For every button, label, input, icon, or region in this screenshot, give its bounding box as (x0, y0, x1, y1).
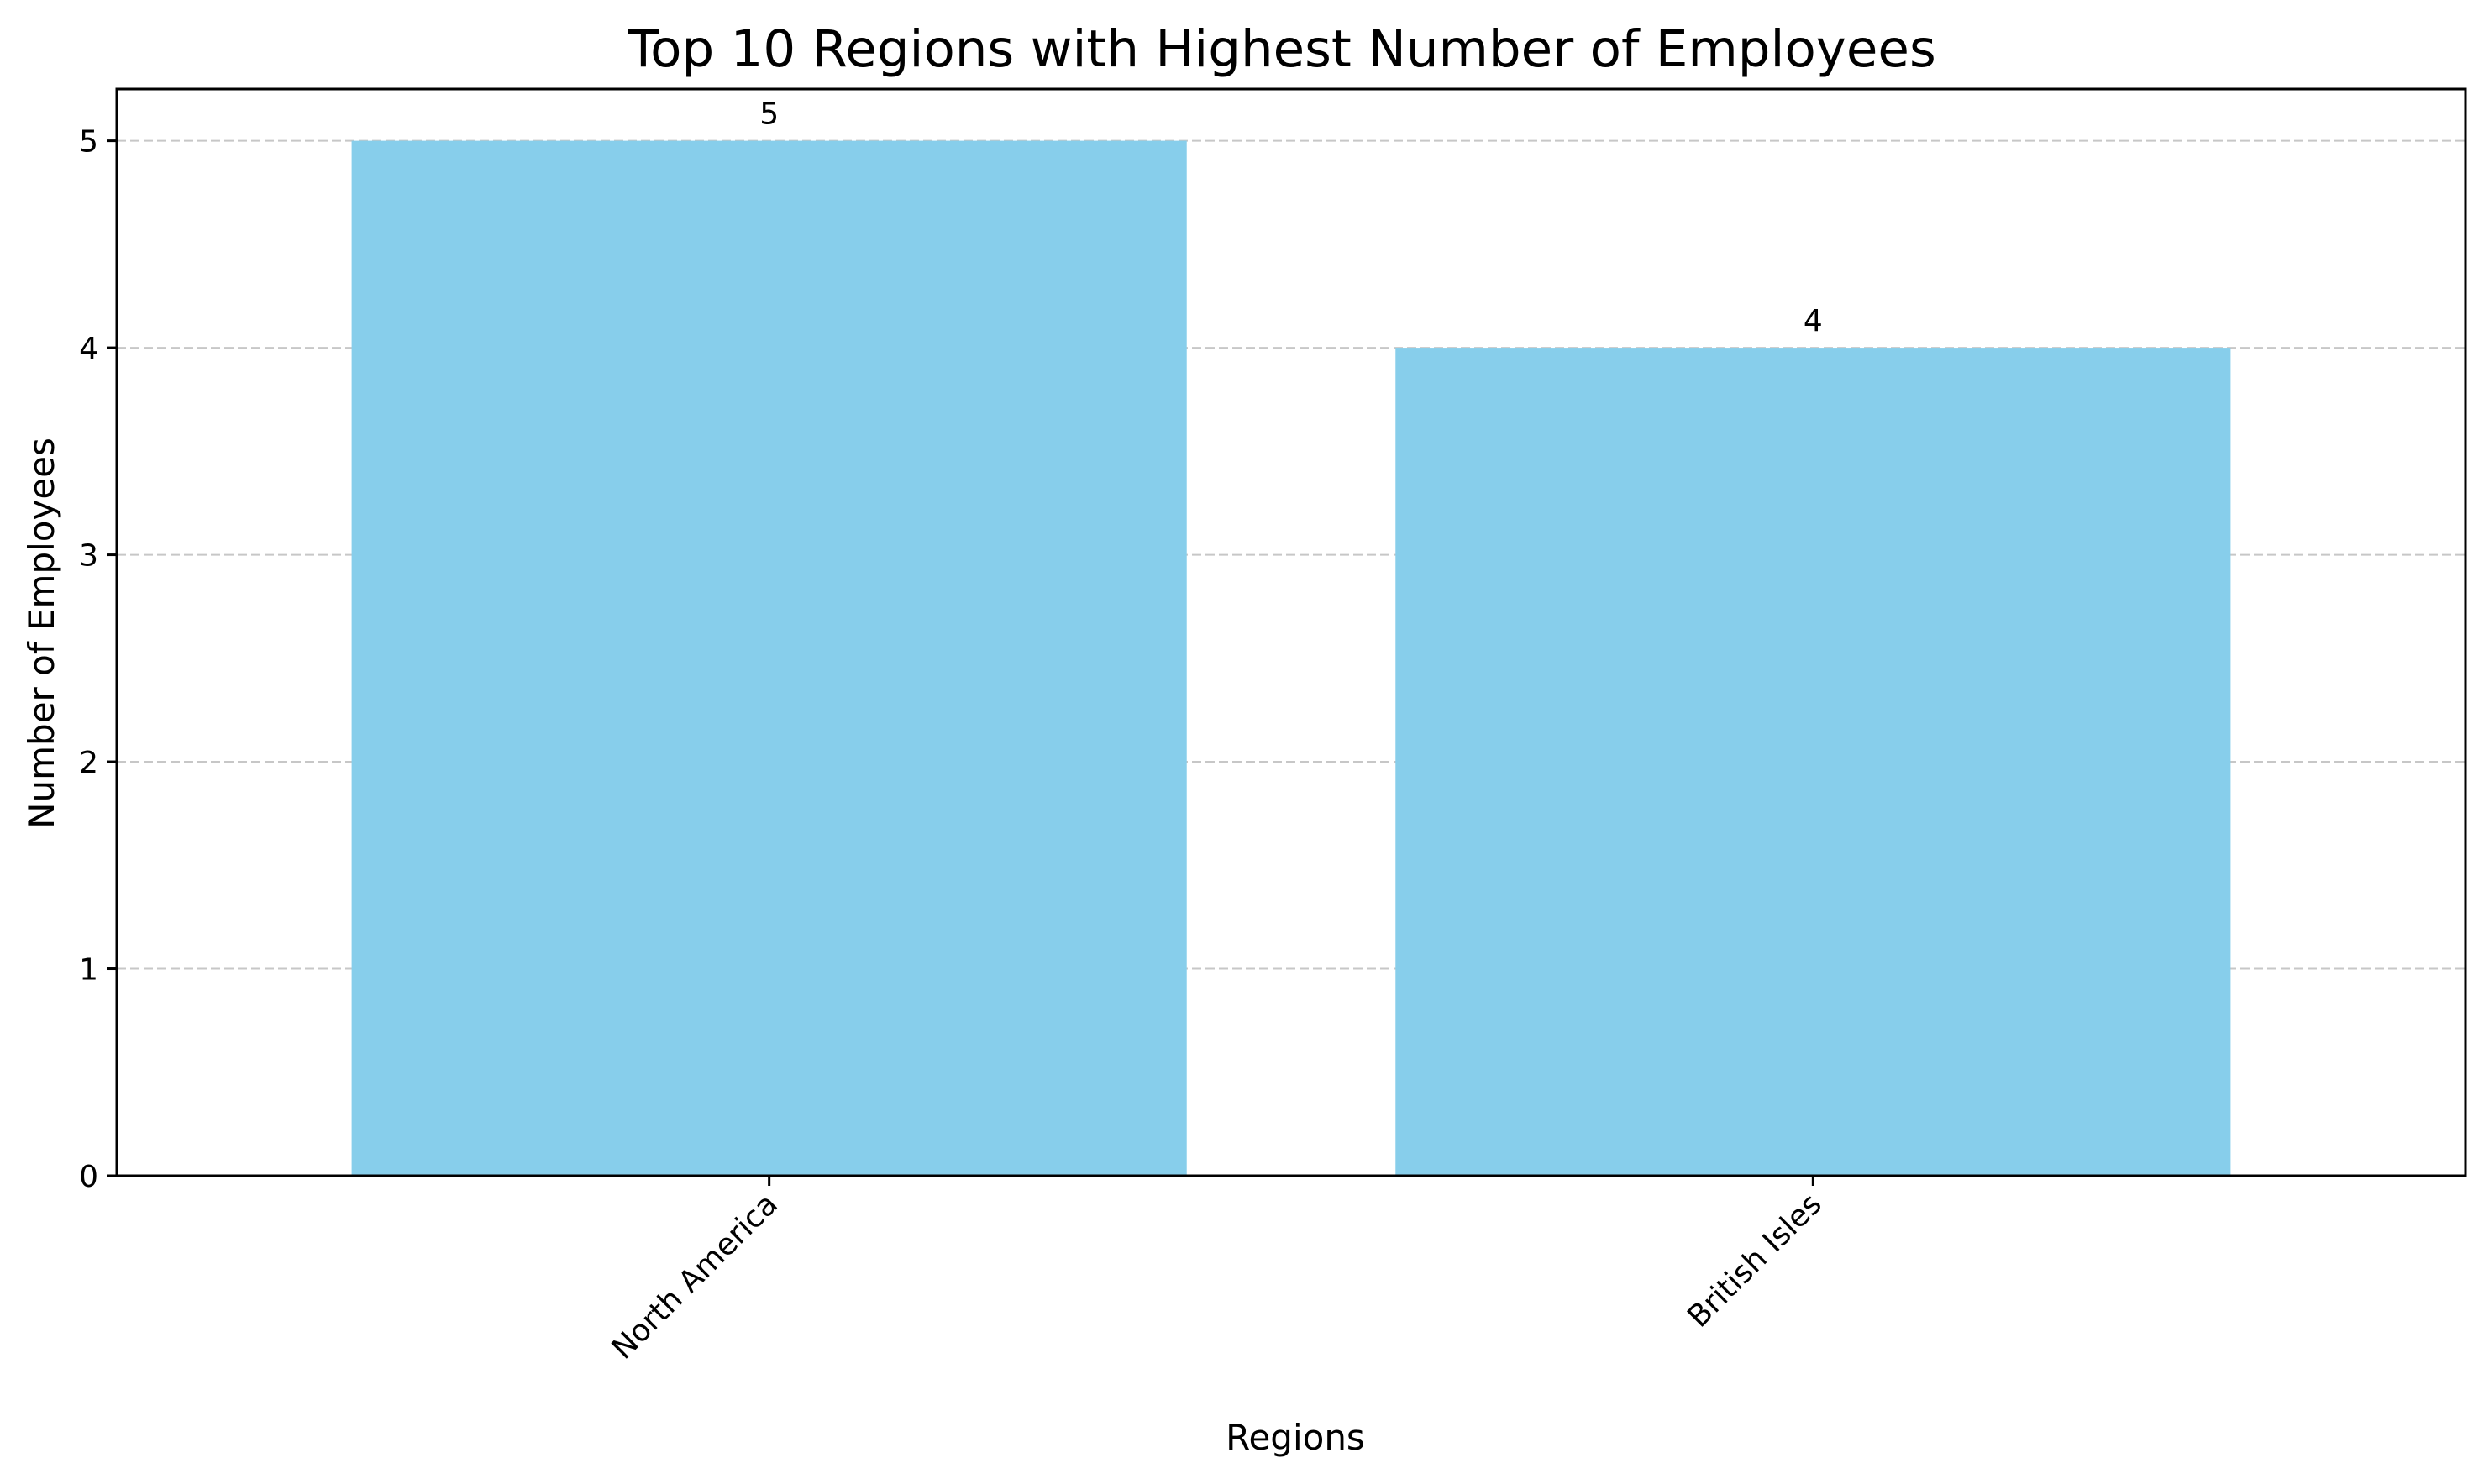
y-tick-label: 3 (79, 539, 98, 574)
bar-value-label: 4 (1804, 304, 1823, 338)
y-ticks-layer: 0 1 2 3 4 5 (79, 125, 117, 1194)
y-tick-label: 0 (79, 1160, 98, 1194)
y-tick-label: 2 (79, 746, 98, 780)
bars-layer (351, 140, 2231, 1177)
bar (351, 140, 1187, 1177)
bar-value-label: 5 (759, 97, 779, 132)
data-labels-layer: 54 (759, 97, 1823, 338)
y-axis-label: Number of Employees (21, 438, 62, 829)
x-ticks-layer: North America British Isles (606, 1176, 1829, 1366)
x-tick-label: British Isles (1681, 1187, 1828, 1334)
bar (1395, 348, 2231, 1177)
chart-title: Top 10 Regions with Highest Number of Em… (627, 19, 1935, 79)
x-axis-label: Regions (1226, 1417, 1365, 1458)
y-tick-label: 4 (79, 332, 98, 366)
y-tick-label: 5 (79, 125, 98, 160)
x-tick-label: North America (606, 1187, 785, 1366)
y-tick-label: 1 (79, 953, 98, 988)
axes-frame (115, 87, 2467, 1177)
